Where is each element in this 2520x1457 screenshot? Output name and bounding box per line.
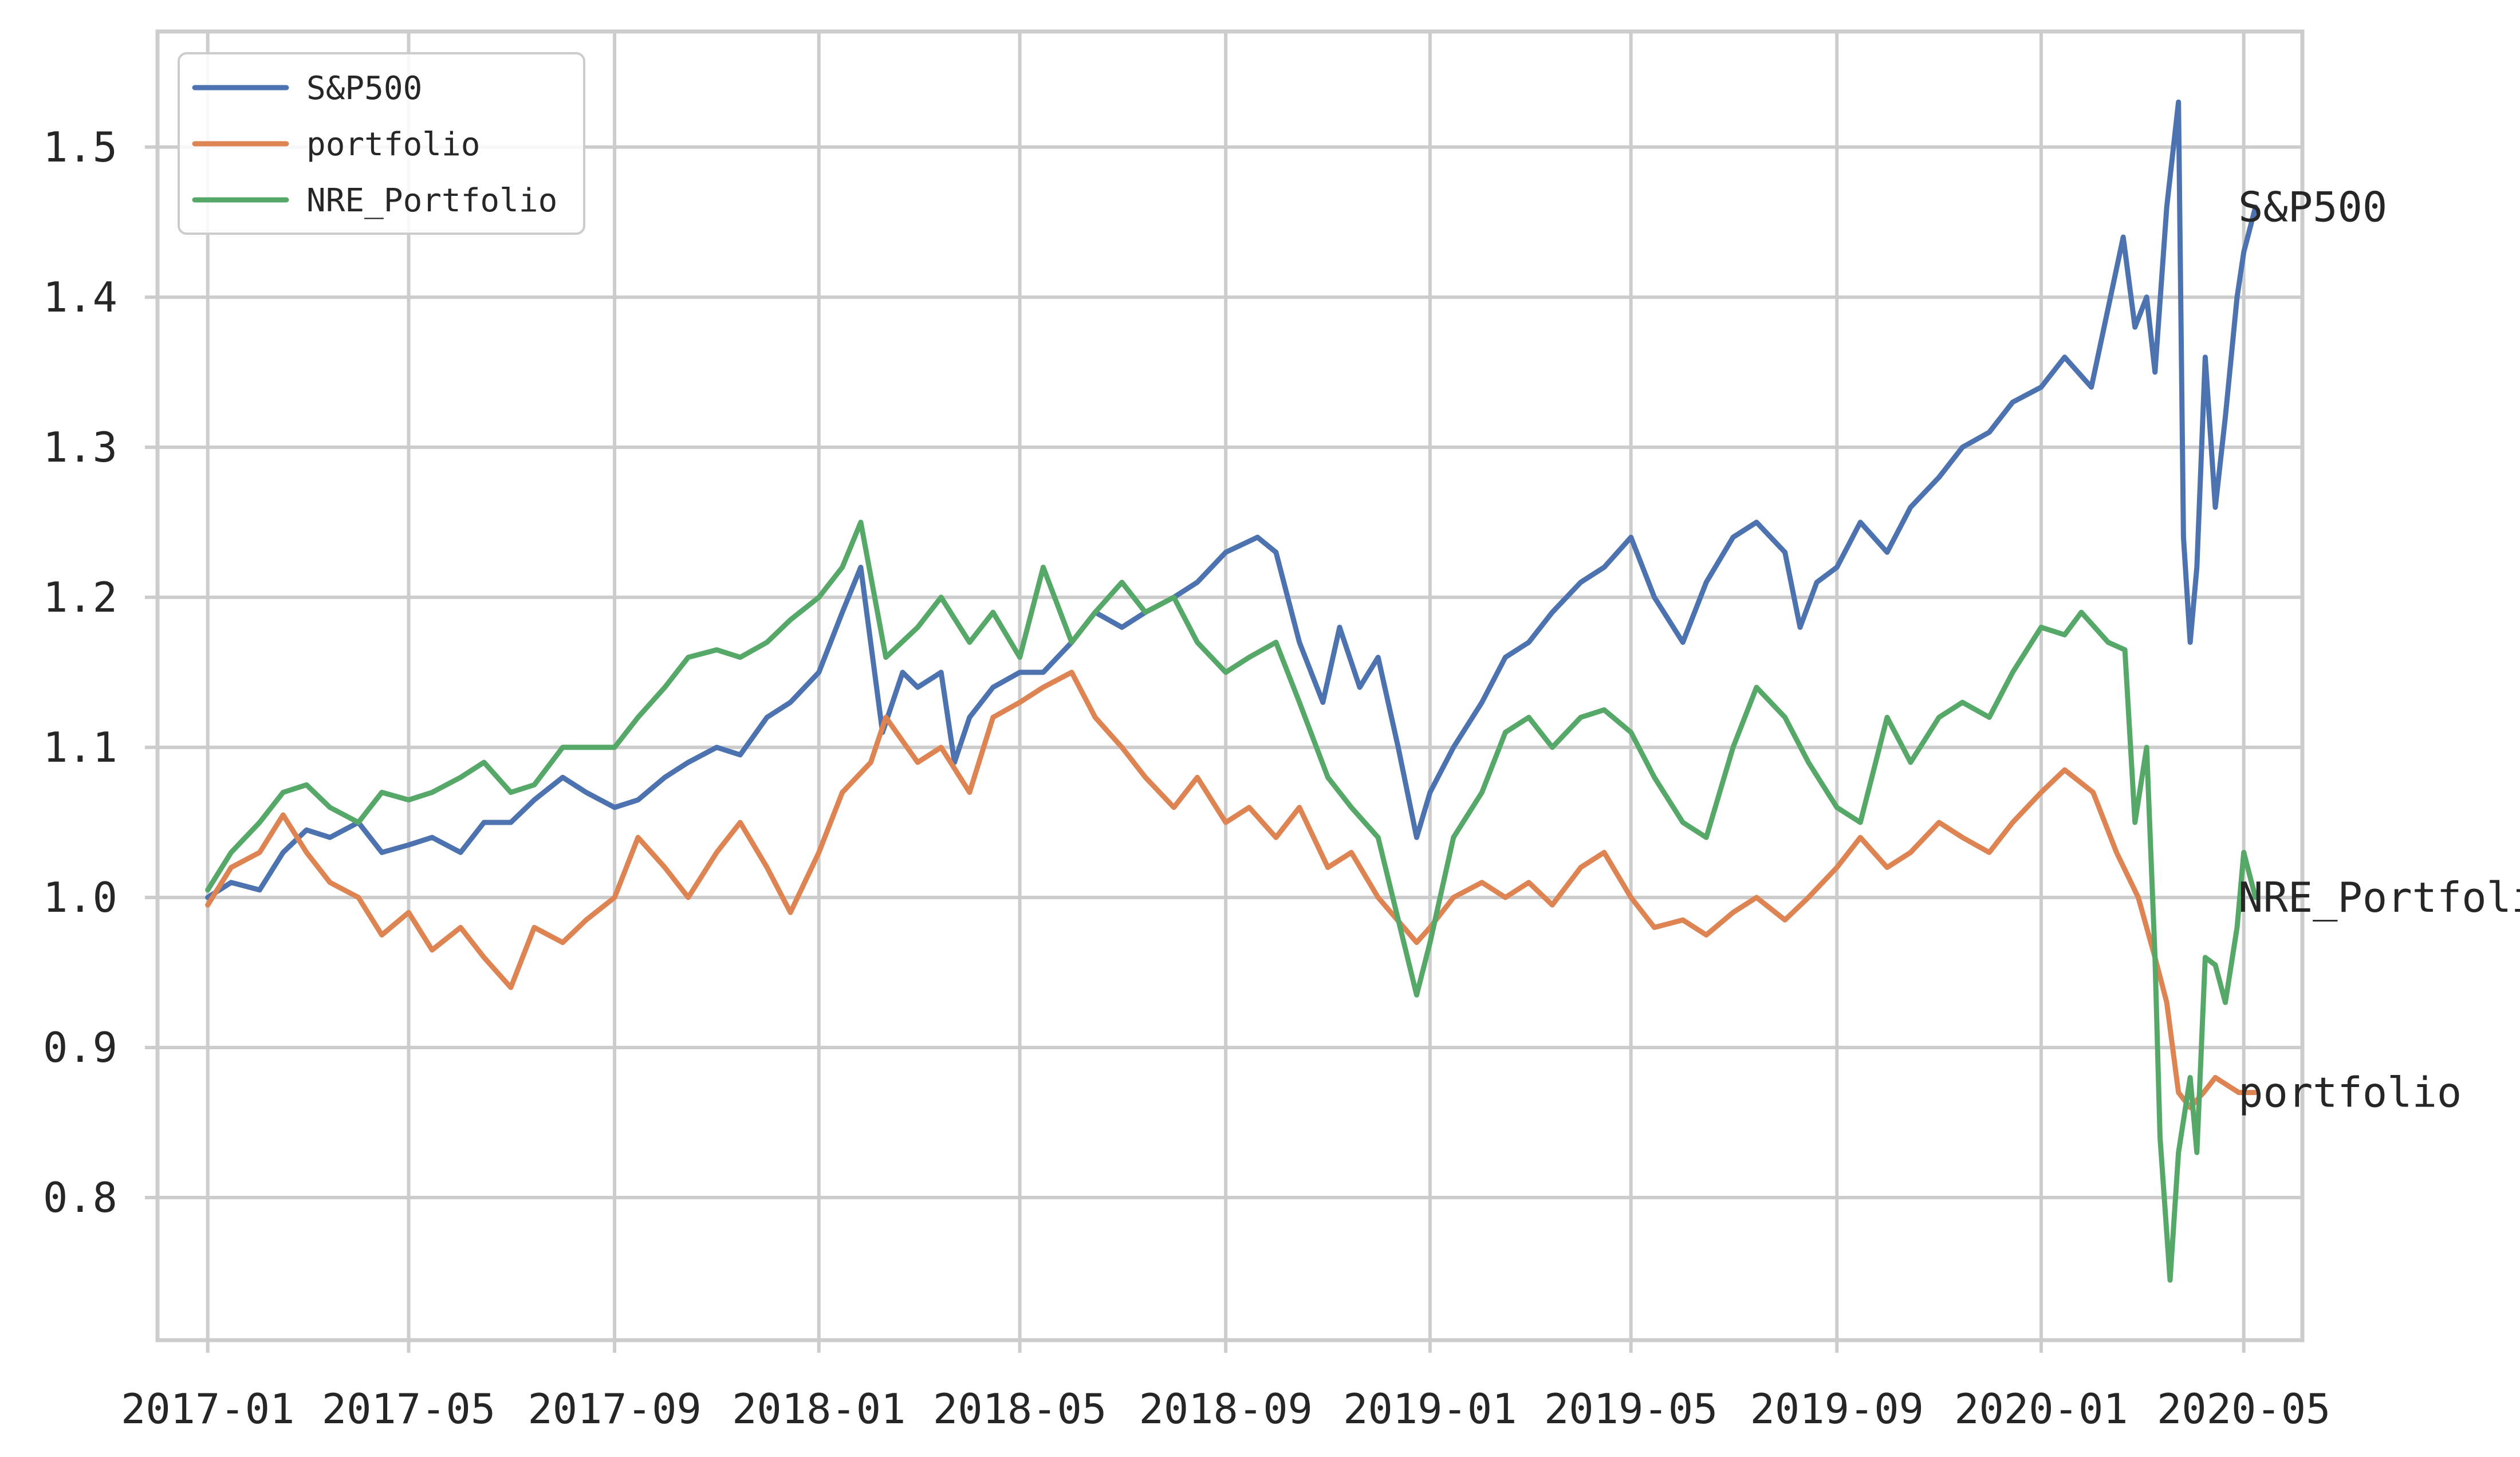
x-tick-label: 2020-05 xyxy=(2157,1385,2330,1433)
y-tick-label: 0.8 xyxy=(43,1174,117,1222)
series-line xyxy=(205,99,2258,900)
legend-box xyxy=(178,52,585,235)
series-end-label: portfolio xyxy=(2238,1069,2462,1117)
series-line xyxy=(205,519,2258,1283)
series-lines xyxy=(205,99,2258,1283)
legend-label: portfolio xyxy=(306,126,480,163)
y-tick-label: 0.9 xyxy=(43,1023,117,1072)
series-end-label: S&P500 xyxy=(2238,183,2387,231)
y-tick-label: 1.5 xyxy=(43,123,117,171)
x-tick-label: 2018-09 xyxy=(1139,1385,1312,1433)
y-tick-label: 1.0 xyxy=(43,873,117,922)
legend: S&P500 portfolio NRE_Portfolio xyxy=(178,52,585,235)
series-end-label: NRE_Portfolio xyxy=(2238,873,2520,922)
x-tick-label: 2019-09 xyxy=(1750,1385,1924,1433)
y-tick-label: 1.3 xyxy=(43,423,117,471)
legend-label: S&P500 xyxy=(306,70,422,107)
series-line xyxy=(205,670,2258,1111)
axis-ticks: 2017-01 2017-05 2017-09 2018-01 2018-05 2018-… xyxy=(43,123,2330,1433)
x-tick-label: 2018-01 xyxy=(732,1385,905,1433)
x-tick-label: 2017-05 xyxy=(322,1385,495,1433)
legend-label: NRE_Portfolio xyxy=(306,182,557,219)
y-tick-label: 1.2 xyxy=(43,573,117,621)
x-tick-label: 2017-09 xyxy=(527,1385,701,1433)
plot-frame xyxy=(155,29,2305,1342)
x-tick-label: 2019-01 xyxy=(1343,1385,1517,1433)
y-tick-label: 1.1 xyxy=(43,723,117,771)
series-annotations: S&P500 portfolio NRE_Portfolio xyxy=(2238,183,2520,1117)
x-tick-label: 2018-05 xyxy=(933,1385,1107,1433)
y-tick-label: 1.4 xyxy=(43,273,117,321)
x-tick-label: 2019-05 xyxy=(1544,1385,1718,1433)
x-tick-label: 2017-01 xyxy=(121,1385,294,1433)
x-tick-label: 2020-01 xyxy=(1954,1385,2128,1433)
